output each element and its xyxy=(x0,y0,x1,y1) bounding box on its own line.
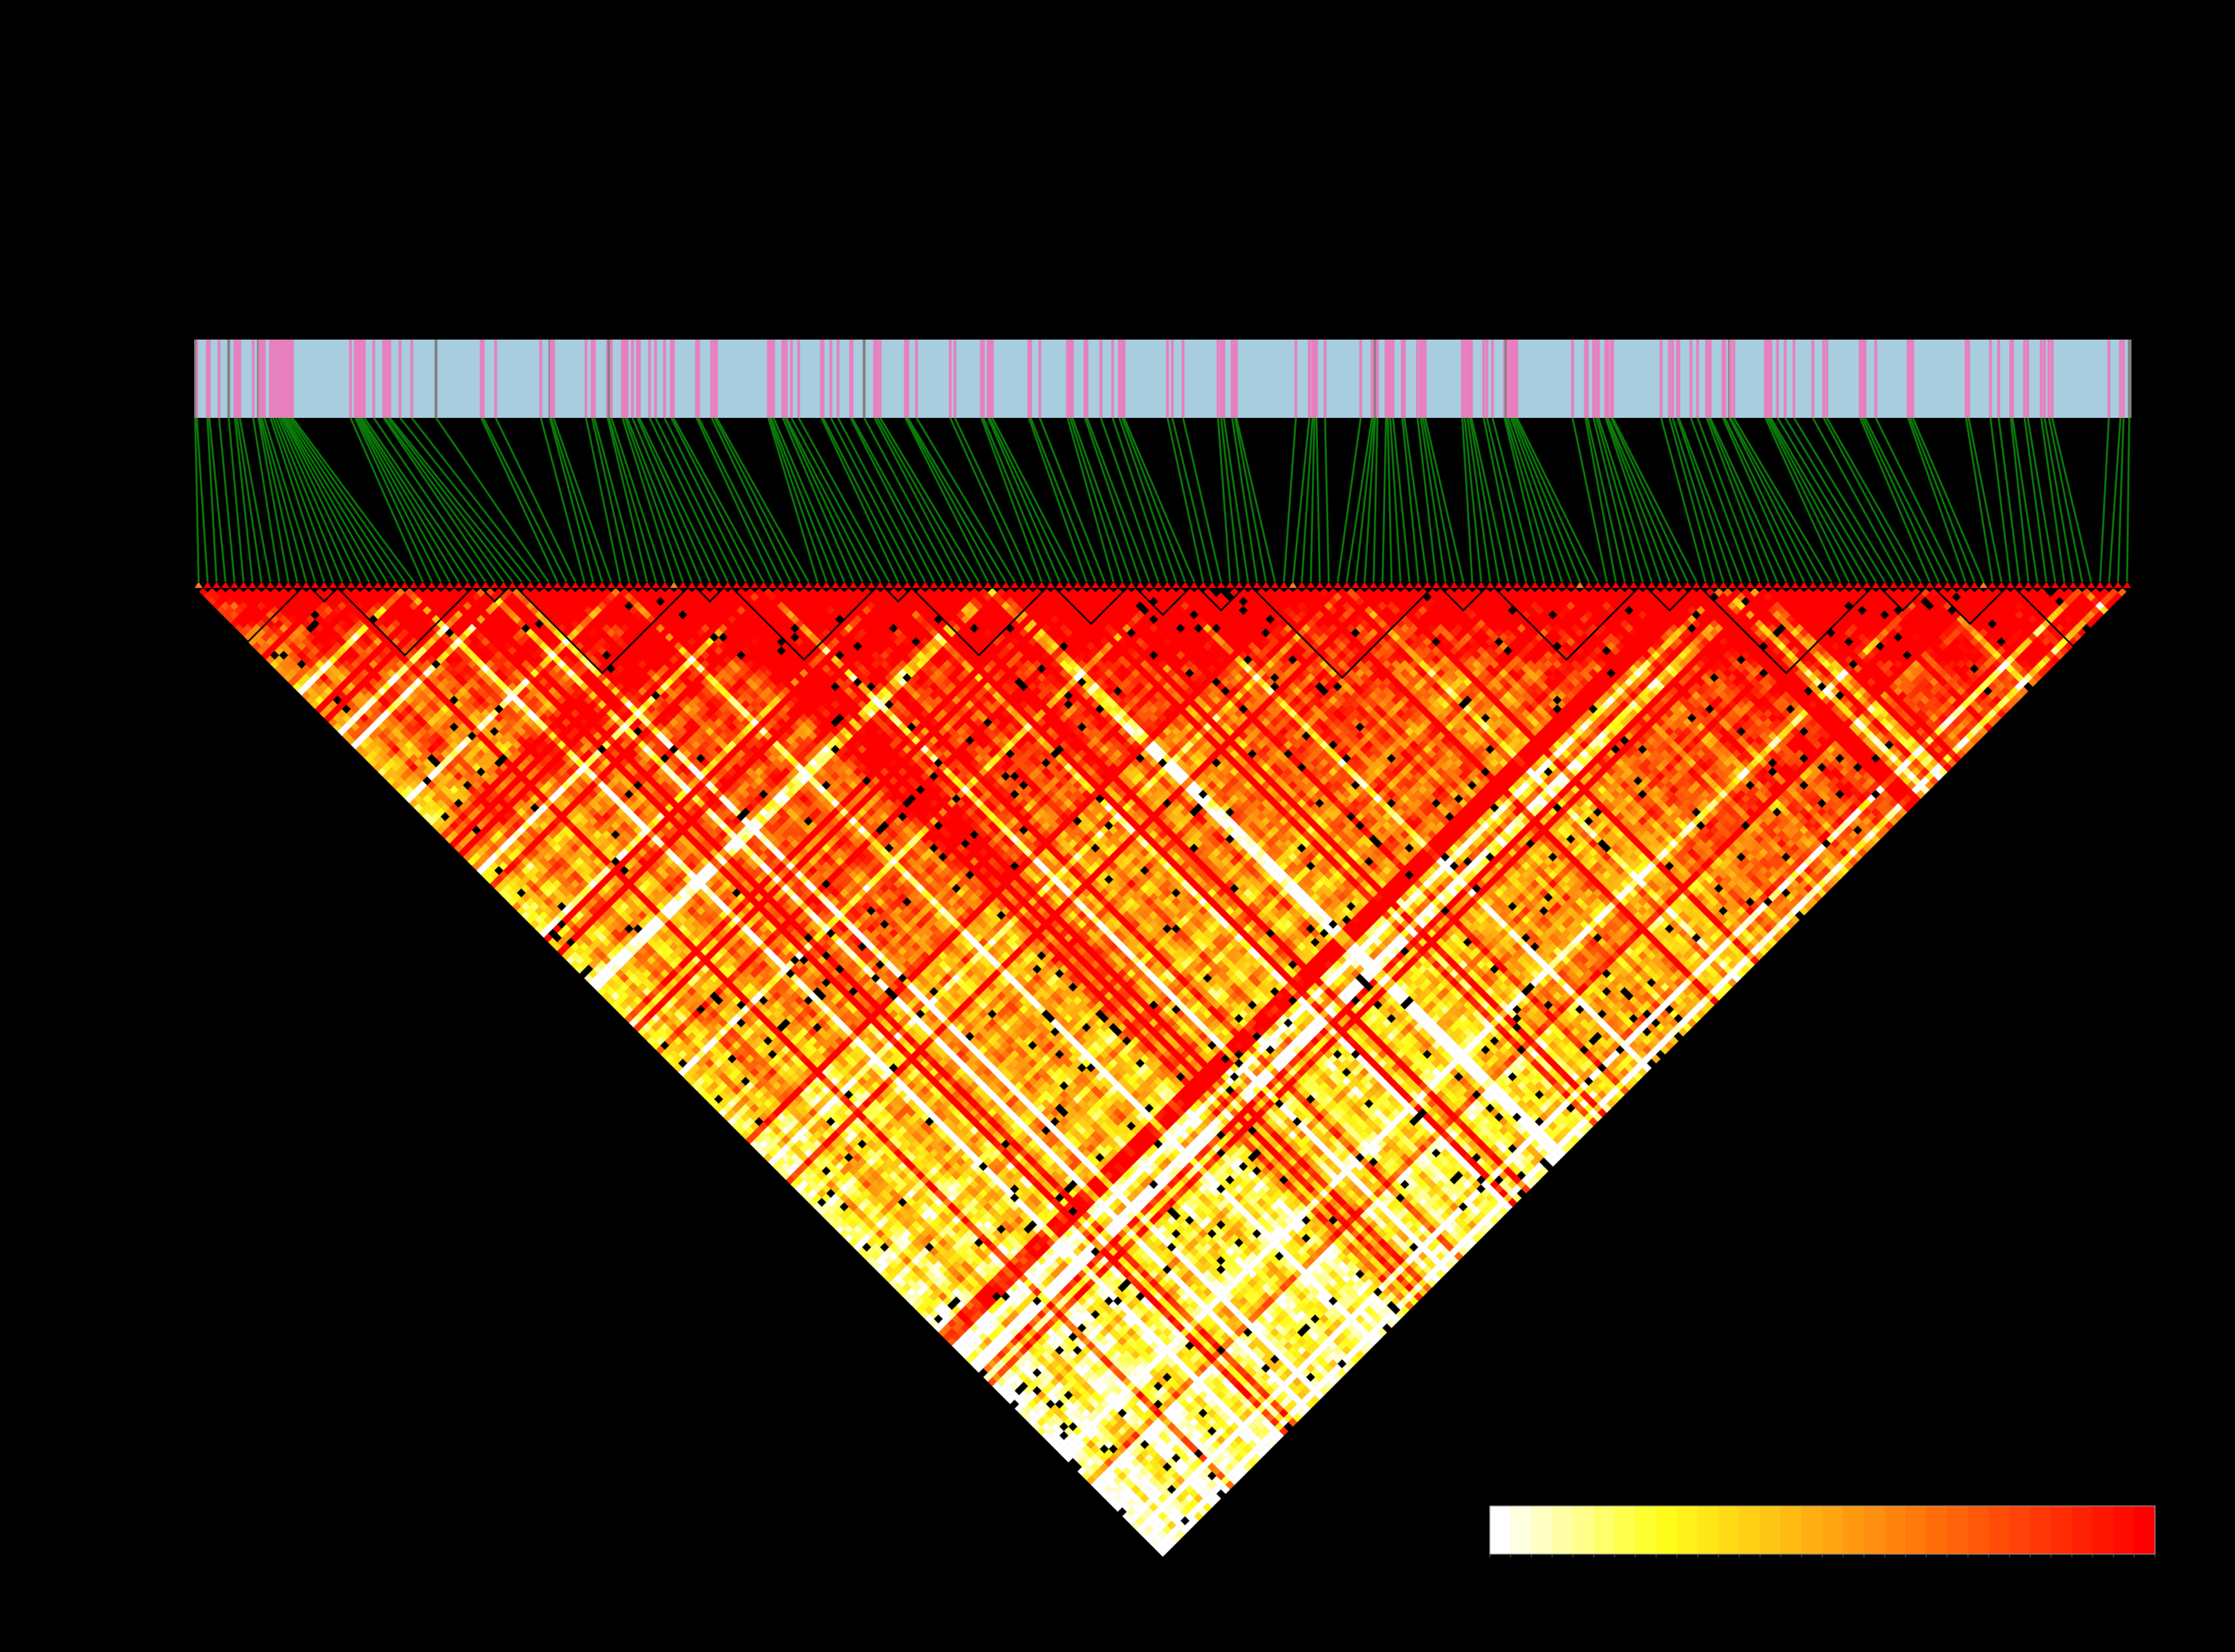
color-key-legend xyxy=(1485,1502,2162,1560)
genomic-map-fan-lines xyxy=(194,418,2132,582)
ld-triangle-heatmap xyxy=(190,580,2137,1561)
snp-position-track xyxy=(194,340,2132,418)
